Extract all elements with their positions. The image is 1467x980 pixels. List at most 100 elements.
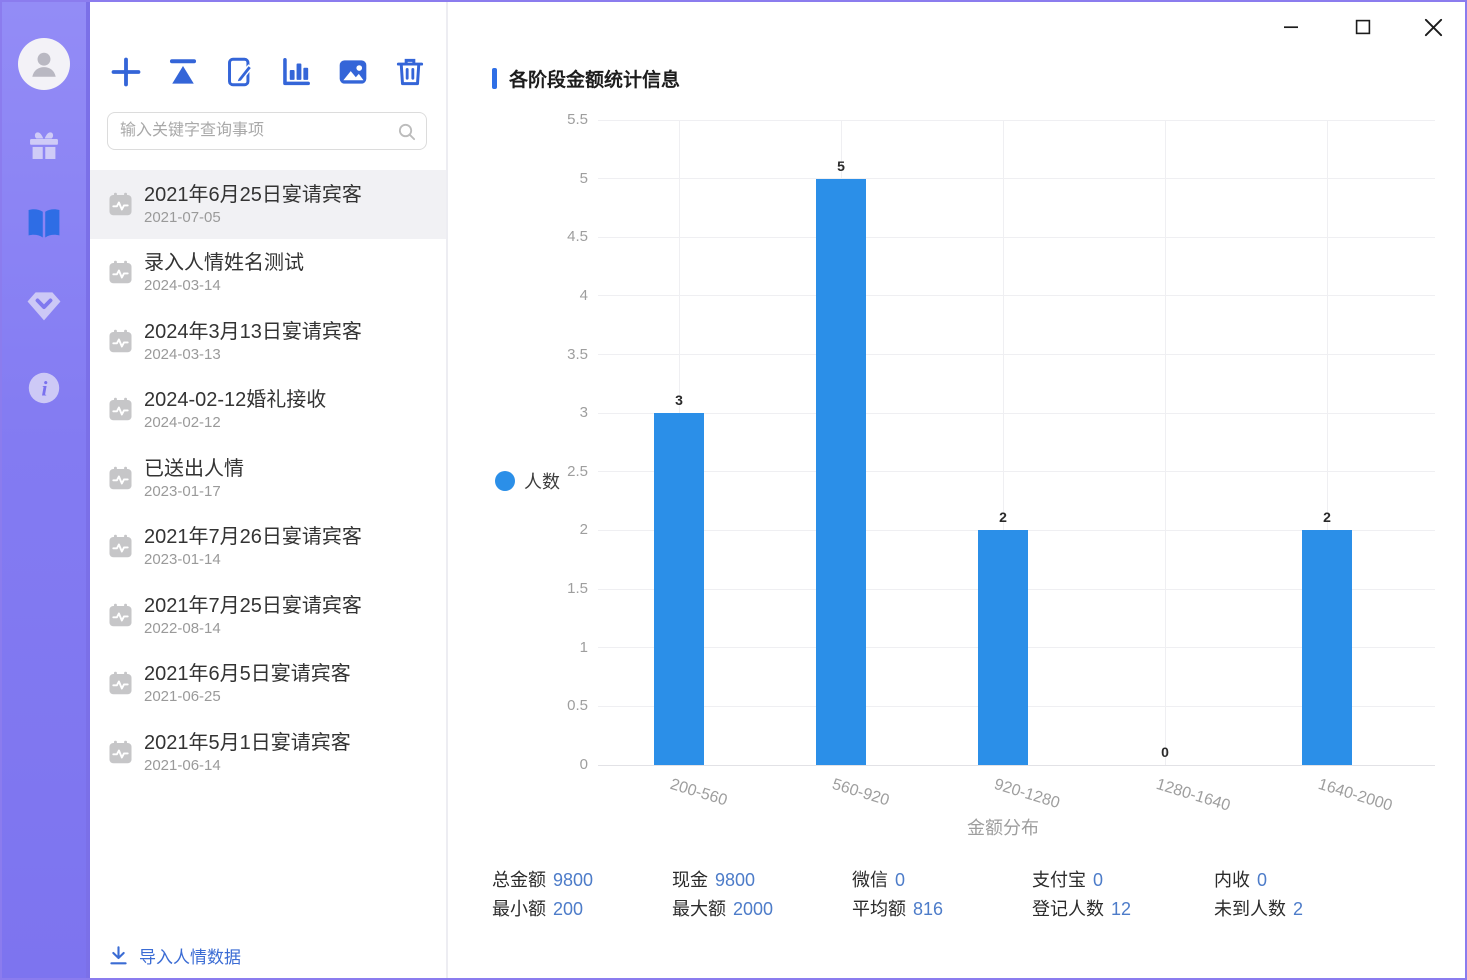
legend-dot-icon	[495, 471, 515, 491]
statistics-button[interactable]	[277, 53, 315, 91]
sidebar-item-membership[interactable]	[2, 284, 86, 326]
y-axis-tick: 4.5	[567, 228, 588, 246]
title-accent-bar	[492, 68, 497, 89]
y-axis-tick: 3.5	[567, 345, 588, 363]
minimize-icon	[1284, 26, 1298, 29]
info-icon: i	[28, 372, 60, 404]
maximize-button[interactable]	[1348, 12, 1378, 42]
bar-value-label: 2	[999, 509, 1007, 526]
calendar-pulse-icon	[107, 602, 134, 629]
bar-value-label: 3	[675, 392, 683, 409]
event-title: 2021年5月1日宴请宾客	[144, 731, 351, 754]
add-event-button[interactable]	[107, 53, 145, 91]
stat-最大额: 最大额 2000	[672, 895, 773, 921]
sidebar-item-records[interactable]	[2, 203, 86, 245]
x-axis-tick: 1280-1640	[1154, 776, 1233, 815]
list-item[interactable]: 2021年6月5日宴请宾客 2021-06-25	[90, 650, 446, 719]
list-item[interactable]: 2024-02-12婚礼接收 2024-02-12	[90, 376, 446, 445]
delete-event-button[interactable]	[391, 53, 429, 91]
sidebar-item-gifts[interactable]	[2, 127, 86, 165]
book-icon	[28, 209, 60, 238]
event-text: 录入人情姓名测试 2024-03-14	[144, 251, 304, 294]
event-date: 2024-02-12	[144, 414, 221, 432]
gridline-h	[598, 178, 1435, 180]
import-data-label: 导入人情数据	[139, 948, 241, 967]
event-text: 2024年3月13日宴请宾客 2024-03-13	[144, 320, 362, 363]
x-axis-tick: 1640-2000	[1316, 776, 1395, 815]
sidebar-item-profile[interactable]	[2, 38, 86, 90]
event-text: 2021年7月25日宴请宾客 2022-08-14	[144, 594, 362, 637]
list-item[interactable]: 2021年7月26日宴请宾客 2023-01-14	[90, 513, 446, 582]
event-title: 2021年7月25日宴请宾客	[144, 594, 362, 617]
event-list-panel: 2021年6月25日宴请宾客 2021-07-05 录入人情姓名测试 2024-03-…	[90, 2, 448, 978]
x-axis-tick: 920-1280	[992, 776, 1062, 813]
stat-label: 现金	[672, 870, 708, 890]
list-item[interactable]: 2024年3月13日宴请宾客 2024-03-13	[90, 307, 446, 376]
gridline-v	[1327, 120, 1328, 765]
event-date: 2024-03-14	[144, 277, 221, 295]
event-text: 2021年6月5日宴请宾客 2021-06-25	[144, 662, 351, 705]
stat-label: 支付宝	[1032, 870, 1086, 890]
image-icon	[339, 60, 367, 84]
search-box	[107, 112, 427, 150]
trash-icon	[396, 58, 424, 86]
calendar-pulse-icon	[107, 533, 134, 560]
stat-label: 最大额	[672, 899, 726, 919]
y-axis-tick: 3	[579, 404, 588, 422]
section-title: 各阶段金额统计信息	[492, 65, 680, 92]
bar-value-label: 0	[1161, 744, 1169, 760]
pin-top-button[interactable]	[164, 53, 202, 91]
stat-value: 200	[553, 899, 584, 919]
edit-note-icon	[227, 57, 253, 87]
calendar-pulse-icon	[107, 259, 134, 286]
download-icon	[107, 944, 130, 967]
stat-现金: 现金 9800	[672, 866, 755, 892]
avatar	[18, 38, 70, 90]
gridline-h	[598, 119, 1435, 121]
close-button[interactable]	[1418, 12, 1448, 42]
sidebar: i	[2, 2, 90, 978]
y-axis-tick: 5	[579, 169, 588, 187]
event-title: 2021年6月5日宴请宾客	[144, 663, 351, 686]
bar-560-920	[816, 178, 866, 765]
event-date: 2023-01-17	[144, 482, 221, 500]
search-input[interactable]	[108, 113, 426, 149]
stat-微信: 微信 0	[852, 866, 905, 892]
y-axis-tick: 2	[579, 521, 588, 539]
gridline-v	[1003, 120, 1004, 765]
y-axis-tick: 1.5	[567, 580, 588, 598]
event-text: 2021年5月1日宴请宾客 2021-06-14	[144, 731, 351, 774]
bar-value-label: 5	[837, 157, 845, 174]
calendar-pulse-icon	[107, 191, 134, 218]
sidebar-item-about[interactable]: i	[2, 369, 86, 407]
bar-value-label: 2	[1323, 509, 1331, 526]
export-image-button[interactable]	[334, 53, 372, 91]
legend-renshu[interactable]: 人数	[495, 468, 560, 494]
y-axis-tick: 0	[579, 756, 588, 773]
list-item[interactable]: 已送出人情 2023-01-17	[90, 444, 446, 513]
bar-200-560	[654, 413, 704, 765]
gridline-h	[598, 236, 1435, 238]
import-data-link[interactable]: 导入人情数据	[107, 943, 241, 968]
calendar-pulse-icon	[107, 396, 134, 423]
stat-value: 9800	[553, 870, 594, 890]
list-item[interactable]: 录入人情姓名测试 2024-03-14	[90, 239, 446, 308]
close-icon	[1424, 18, 1442, 36]
minimize-button[interactable]	[1276, 12, 1306, 42]
stat-label: 微信	[852, 870, 888, 890]
x-axis-line	[598, 764, 1435, 766]
stat-label: 内收	[1214, 870, 1250, 890]
y-axis-tick: 2.5	[567, 462, 588, 480]
stat-value: 0	[895, 870, 906, 890]
gridline-v	[1165, 120, 1166, 765]
calendar-pulse-icon	[107, 328, 134, 355]
edit-event-button[interactable]	[221, 53, 259, 91]
event-date: 2022-08-14	[144, 619, 221, 637]
list-item[interactable]: 2021年7月25日宴请宾客 2022-08-14	[90, 581, 446, 650]
list-item[interactable]: 2021年6月25日宴请宾客 2021-07-05	[90, 170, 446, 239]
list-item[interactable]: 2021年5月1日宴请宾客 2021-06-14	[90, 718, 446, 787]
user-avatar-icon	[32, 52, 56, 77]
legend-label: 人数	[524, 472, 560, 492]
event-title: 已送出人情	[144, 457, 244, 480]
